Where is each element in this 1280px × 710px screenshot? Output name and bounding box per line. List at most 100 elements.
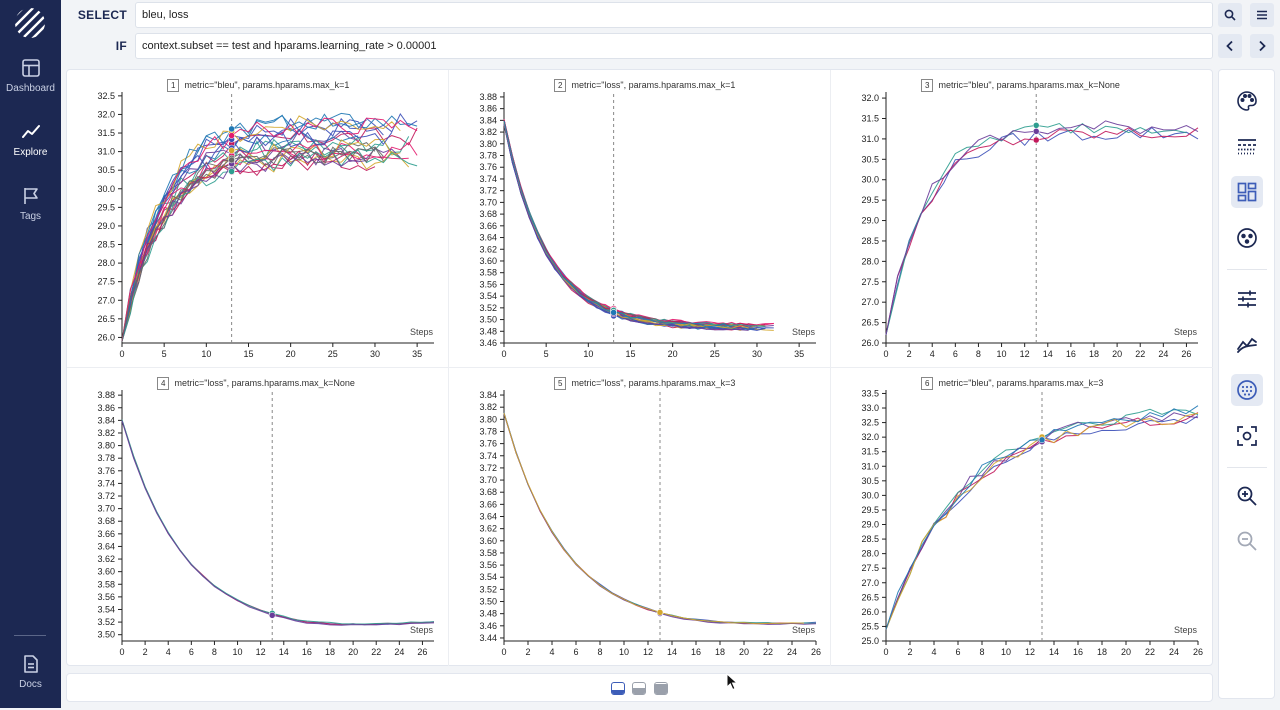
highlight-mode-button[interactable]: [1231, 374, 1263, 406]
line-chart[interactable]: 3.883.863.843.823.803.783.763.743.723.70…: [67, 368, 449, 666]
series-line[interactable]: [503, 121, 774, 328]
smoothing-button[interactable]: [1231, 328, 1263, 360]
series-line[interactable]: [503, 123, 766, 331]
prev-button[interactable]: [1218, 34, 1242, 58]
series-line[interactable]: [503, 413, 805, 625]
series-line[interactable]: [121, 419, 435, 626]
series-line[interactable]: [121, 150, 410, 342]
series-line[interactable]: [121, 146, 384, 342]
series-line[interactable]: [503, 122, 741, 329]
sidebar-item-explore[interactable]: Explore: [0, 122, 61, 178]
hover-point[interactable]: [1038, 436, 1046, 444]
menu-button[interactable]: [1250, 3, 1274, 27]
chart-panel[interactable]: 32.5 32.0 31.5 31.0 30.5 30.0 29.5 29.0 28.5 28.0…: [67, 70, 449, 368]
series-line[interactable]: [503, 121, 766, 328]
screenshot-icon: [1237, 426, 1257, 446]
series-line[interactable]: [121, 150, 359, 342]
line-chart[interactable]: 32.5 32.0 31.5 31.0 30.5 30.0 29.5 29.0 28.5 28.0…: [67, 70, 449, 368]
chart-panel[interactable]: 33.5 33.0 32.5 32.0 31.5 31.0 30.5 30.0 29.5 29.0…: [831, 368, 1213, 666]
series-line[interactable]: [121, 147, 401, 342]
series-line[interactable]: [503, 119, 774, 326]
color-grouping-button[interactable]: [1231, 85, 1263, 117]
series-line[interactable]: [121, 146, 384, 342]
hover-point[interactable]: [228, 132, 235, 139]
line-chart[interactable]: 3.84 3.82 3.80 3.78 3.76 3.74 3.72 3.70 3.68 3.66…: [449, 368, 831, 666]
series-line[interactable]: [121, 115, 401, 342]
series-line[interactable]: [121, 420, 435, 626]
series-line[interactable]: [121, 141, 418, 342]
line-chart[interactable]: 33.5 33.0 32.5 32.0 31.5 31.0 30.5 30.0 29.5 29.0…: [831, 368, 1213, 666]
series-line[interactable]: [503, 119, 749, 327]
series-line[interactable]: [503, 123, 774, 331]
chart-panel[interactable]: 3.88 3.86 3.84 3.82 3.80 3.78 3.76 3.74 3.72 3.70…: [449, 70, 831, 368]
series-line[interactable]: [503, 119, 741, 326]
hover-point[interactable]: [228, 168, 235, 175]
series-line[interactable]: [121, 143, 409, 342]
series-line[interactable]: [121, 152, 376, 342]
line-chart[interactable]: 32.0 31.5 31.0 30.5 30.0 29.5 29.0 28.5 28.0 27.5…: [831, 70, 1213, 368]
series-line[interactable]: [121, 113, 418, 342]
series-line[interactable]: [121, 419, 435, 625]
sidebar-item-docs[interactable]: Docs: [0, 654, 61, 710]
chart-panel[interactable]: 3.88 3.86 3.84 3.82 3.80 3.78 3.76 3.74 3.72 3.70…: [67, 368, 449, 666]
series-line[interactable]: [503, 122, 749, 329]
chart-panel[interactable]: 32.0 31.5 31.0 30.5 30.0 29.5 29.0 28.5 28.0 27.5…: [831, 70, 1213, 368]
series-line[interactable]: [121, 117, 418, 342]
series-line[interactable]: [503, 120, 766, 327]
y-tick-label: 3.58: [479, 268, 497, 278]
stroke-style-button[interactable]: [1231, 130, 1263, 162]
hover-point[interactable]: [610, 309, 617, 316]
series-line[interactable]: [503, 119, 749, 327]
series-line[interactable]: [885, 126, 1199, 335]
hover-point[interactable]: [1032, 122, 1040, 129]
hover-point[interactable]: [228, 156, 235, 164]
hover-point[interactable]: [1032, 136, 1040, 144]
series-line[interactable]: [503, 123, 774, 331]
layout-full-button[interactable]: [654, 682, 668, 695]
series-line[interactable]: [503, 121, 732, 328]
series-line[interactable]: [885, 120, 1199, 335]
aim-logo-icon[interactable]: [13, 6, 47, 40]
hover-point[interactable]: [656, 609, 664, 616]
aggregation-button[interactable]: [1231, 222, 1263, 254]
sidebar-item-label: Explore: [13, 147, 48, 158]
if-input[interactable]: context.subset == test and hparams.learn…: [135, 33, 1213, 59]
zoom-out-button[interactable]: [1231, 525, 1263, 557]
chart-panel[interactable]: 3.84 3.82 3.80 3.78 3.76 3.74 3.72 3.70 3.68 3.66…: [449, 368, 831, 666]
sidebar-item-dashboard[interactable]: Dashboard: [0, 58, 61, 114]
chart-grouping-button[interactable]: [1231, 176, 1263, 208]
series-line[interactable]: [121, 149, 418, 342]
hover-point[interactable]: [228, 125, 235, 133]
hover-point[interactable]: [268, 612, 276, 619]
series-line[interactable]: [121, 154, 367, 342]
search-button[interactable]: [1218, 3, 1242, 27]
zoom-in-button[interactable]: [1231, 480, 1263, 512]
series-line[interactable]: [503, 123, 766, 330]
series-line[interactable]: [121, 420, 435, 626]
series-line[interactable]: [885, 127, 1199, 335]
series-line[interactable]: [503, 119, 774, 327]
export-image-button[interactable]: [1231, 420, 1263, 452]
line-chart[interactable]: 3.883.863.843.823.803.783.763.743.723.70…: [449, 70, 831, 368]
series-line[interactable]: [503, 119, 766, 327]
series-line[interactable]: [503, 120, 732, 327]
hover-point[interactable]: [228, 147, 235, 154]
layout-half-button[interactable]: [632, 682, 646, 695]
series-line[interactable]: [503, 121, 766, 329]
series-line[interactable]: [121, 113, 367, 342]
hover-point[interactable]: [1032, 128, 1040, 135]
series-line[interactable]: [503, 124, 758, 331]
y-tick-label: 27.0: [861, 578, 879, 588]
sidebar-item-tags[interactable]: Tags: [0, 186, 61, 242]
next-button[interactable]: [1250, 34, 1274, 58]
series-line[interactable]: [503, 123, 749, 331]
series-line[interactable]: [503, 124, 766, 331]
series-line[interactable]: [503, 120, 758, 328]
layout-bottom-button[interactable]: [611, 682, 625, 695]
axes-properties-button[interactable]: [1231, 283, 1263, 315]
select-input[interactable]: bleu, loss: [135, 2, 1213, 28]
y-tick-label: 3.88: [479, 92, 497, 102]
series-line[interactable]: [503, 412, 805, 625]
sidebar-item-label: Docs: [19, 679, 42, 690]
series-line[interactable]: [121, 136, 410, 342]
